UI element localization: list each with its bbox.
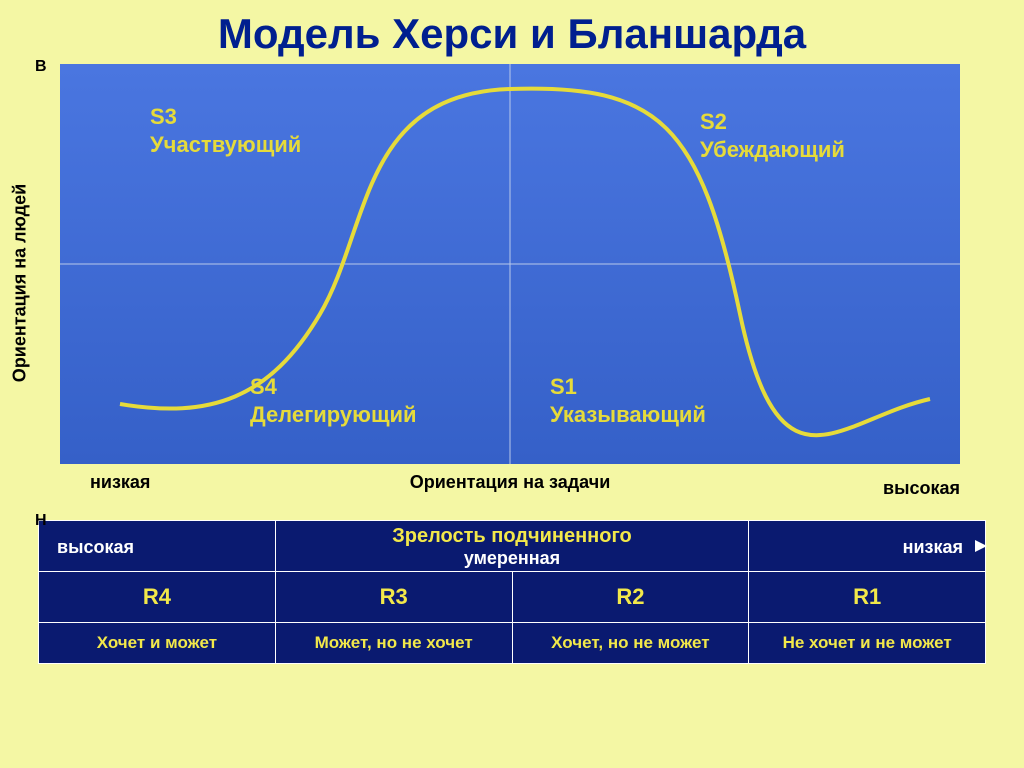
maturity-high: высокая: [39, 521, 276, 572]
maturity-header: Зрелость подчиненного: [282, 525, 743, 548]
r3-cell: R3: [275, 572, 512, 623]
x-axis-row: низкая Ориентация на задачи высокая: [60, 472, 960, 502]
s2-code: S2: [700, 109, 845, 135]
chart-container: В Ориентация на людей Н S3 Участвующий S…: [60, 64, 994, 502]
maturity-table-container: высокая Зрелость подчиненного умеренная …: [38, 520, 986, 664]
r2-desc: Хочет, но не может: [512, 623, 749, 664]
r4-desc: Хочет и может: [39, 623, 276, 664]
maturity-top-row: высокая Зрелость подчиненного умеренная …: [39, 521, 986, 572]
maturity-arrow-icon: [975, 540, 987, 552]
page-title: Модель Херси и Бланшарда: [0, 0, 1024, 64]
r2-cell: R2: [512, 572, 749, 623]
r1-cell: R1: [749, 572, 986, 623]
maturity-table: высокая Зрелость подчиненного умеренная …: [38, 520, 986, 664]
s1-code: S1: [550, 374, 706, 400]
s1-label: Указывающий: [550, 402, 706, 427]
maturity-low: низкая: [903, 537, 963, 557]
s2-label: Убеждающий: [700, 137, 845, 162]
quadrant-s2: S2 Убеждающий: [700, 109, 845, 163]
maturity-r-row: R4 R3 R2 R1: [39, 572, 986, 623]
maturity-desc-row: Хочет и может Может, но не хочет Хочет, …: [39, 623, 986, 664]
y-axis-top-letter: В: [35, 58, 47, 76]
s4-code: S4: [250, 374, 417, 400]
chart-area: S3 Участвующий S2 Убеждающий S4 Делегиру…: [60, 64, 960, 464]
quadrant-s1: S1 Указывающий: [550, 374, 706, 428]
x-axis-low: низкая: [90, 472, 150, 493]
r4-cell: R4: [39, 572, 276, 623]
r3-desc: Может, но не хочет: [275, 623, 512, 664]
x-axis-high: высокая: [883, 478, 960, 499]
r1-desc: Не хочет и не может: [749, 623, 986, 664]
quadrant-s4: S4 Делегирующий: [250, 374, 417, 428]
quadrant-s3: S3 Участвующий: [150, 104, 301, 158]
maturity-moderate: умеренная: [282, 548, 743, 569]
x-axis-label: Ориентация на задачи: [410, 472, 611, 493]
y-axis-label: Ориентация на людей: [10, 184, 31, 382]
s3-label: Участвующий: [150, 132, 301, 157]
s4-label: Делегирующий: [250, 402, 417, 427]
s3-code: S3: [150, 104, 301, 130]
